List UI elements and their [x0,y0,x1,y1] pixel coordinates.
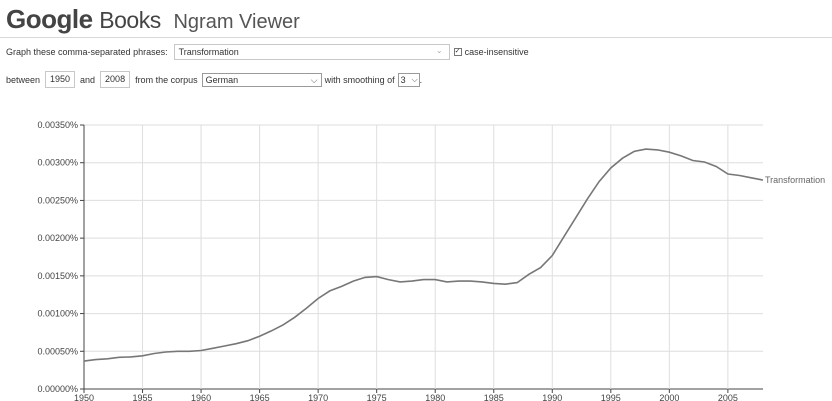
y-tick-label: 0.00150% [37,271,78,281]
x-tick-label: 1960 [191,393,211,401]
phrases-label: Graph these comma-separated phrases: [6,47,168,57]
trailing-period: . [419,74,423,85]
x-tick-label: 1955 [133,393,153,401]
phrases-value: Transformation [178,47,239,57]
smoothing-label: with smoothing of [324,74,395,85]
corpus-label: from the corpus [135,74,198,85]
dropdown-caret-icon[interactable]: ⌄ [435,46,443,55]
y-tick-label: 0.00200% [37,233,78,243]
page-title: Ngram Viewer [173,11,300,33]
x-tick-label: 1995 [601,393,621,401]
ngram-chart[interactable]: 0.00000% 0.00050% 0.00100% 0.00150% 0.00200%… [0,110,832,401]
x-tick-label: 1980 [425,393,445,401]
corpus-value: German [205,74,239,85]
smoothing-value: 3 [400,74,406,85]
google-logo[interactable]: Google Books [6,4,167,34]
logo-google-text: Google [6,4,93,34]
series-label: Transformation [765,175,825,185]
header-divider [0,37,832,38]
series-line-transformation[interactable] [83,148,764,362]
phrases-row: Graph these comma-separated phrases: Tra… [6,44,529,60]
end-year-input[interactable]: 2008 [100,71,131,88]
case-insensitive-label: case-insensitive [464,47,529,57]
and-label: and [80,74,96,85]
x-tick-label: 2005 [718,393,738,401]
y-tick-label: 0.00350% [37,120,78,130]
y-tick-label: 0.00050% [37,346,78,356]
y-tick-label: 0.00100% [37,309,78,319]
y-tick-label: 0.00300% [37,158,78,168]
between-label: between [6,74,41,85]
chevron-down-icon: ⌵ [310,74,318,85]
app-header: Google Books Ngram Viewer [6,4,300,34]
x-tick-label: 1985 [484,393,504,401]
chevron-down-icon: ⌵ [411,74,418,84]
x-tick-label: 1950 [74,393,94,401]
corpus-select[interactable]: German ⌵ [201,72,322,87]
case-insensitive-checkbox[interactable]: ✓ [453,48,462,56]
x-tick-label: 1970 [308,393,328,401]
start-year-input[interactable]: 1950 [45,71,76,88]
y-tick-label: 0.00250% [37,195,78,205]
y-tick-label: 0.00000% [37,384,78,394]
smoothing-select[interactable]: 3 ⌵ [397,72,420,87]
x-tick-label: 1975 [367,393,387,401]
logo-books-text: Books [99,7,161,33]
x-tick-label: 1990 [542,393,562,401]
x-tick-label: 2000 [659,393,679,401]
range-row: between 1950 and 2008 from the corpus Ge… [6,71,422,88]
phrases-input[interactable]: Transformation ⌄ [173,44,450,60]
x-tick-label: 1965 [250,393,270,401]
